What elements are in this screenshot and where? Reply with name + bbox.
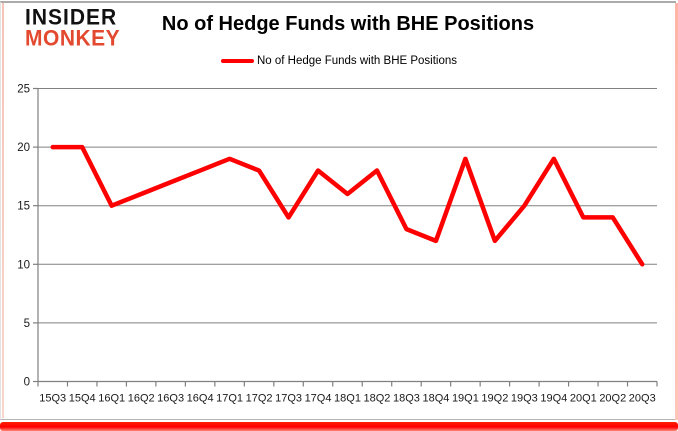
- legend-label: No of Hedge Funds with BHE Positions: [256, 55, 458, 67]
- insider-monkey-logo: INSIDER MONKEY: [25, 5, 135, 51]
- x-tick-label: 20Q3: [629, 393, 656, 405]
- x-tick-label: 18Q3: [393, 393, 420, 405]
- y-tick-label: 5: [24, 318, 30, 330]
- data-line: [50, 144, 645, 267]
- x-tick-label: 15Q3: [39, 393, 66, 405]
- x-tick-label: 17Q1: [216, 393, 243, 405]
- legend: No of Hedge Funds with BHE Positions: [0, 55, 678, 67]
- x-tick-label: 18Q1: [334, 393, 361, 405]
- x-tick-label: 16Q3: [157, 393, 184, 405]
- x-tick-label: 19Q4: [540, 393, 567, 405]
- x-tick-label: 18Q2: [364, 393, 391, 405]
- y-tick-label: 0: [24, 377, 30, 389]
- bottom-red-bar: [0, 422, 678, 431]
- x-tick-label: 17Q3: [275, 393, 302, 405]
- x-tick-label: 19Q1: [452, 393, 479, 405]
- x-tick-label: 16Q1: [98, 393, 125, 405]
- x-tick-label: 19Q3: [511, 393, 538, 405]
- chart-title: No of Hedge Funds with BHE Positions: [161, 13, 535, 35]
- x-tick-label: 15Q4: [69, 393, 96, 405]
- x-tick-label: 16Q2: [128, 393, 155, 405]
- x-tick-label: 20Q1: [570, 393, 597, 405]
- right-pink-edge: [675, 3, 678, 420]
- x-tick-label: 17Q2: [246, 393, 273, 405]
- y-tick-label: 15: [17, 201, 30, 213]
- logo-line2: MONKEY: [25, 25, 121, 51]
- x-tick-label: 18Q4: [422, 393, 449, 405]
- y-tick-label: 10: [17, 259, 30, 271]
- x-tick-label: 17Q4: [305, 393, 332, 405]
- y-tick-label: 20: [17, 142, 30, 154]
- left-pink-edge: [2, 3, 4, 418]
- x-tick-label: 16Q4: [187, 393, 214, 405]
- logo-line1: INSIDER: [25, 5, 118, 30]
- x-tick-label: 19Q2: [481, 393, 508, 405]
- x-tick-label: 20Q2: [599, 393, 626, 405]
- legend-line-swatch: [220, 59, 254, 63]
- y-tick-label: 25: [17, 84, 30, 96]
